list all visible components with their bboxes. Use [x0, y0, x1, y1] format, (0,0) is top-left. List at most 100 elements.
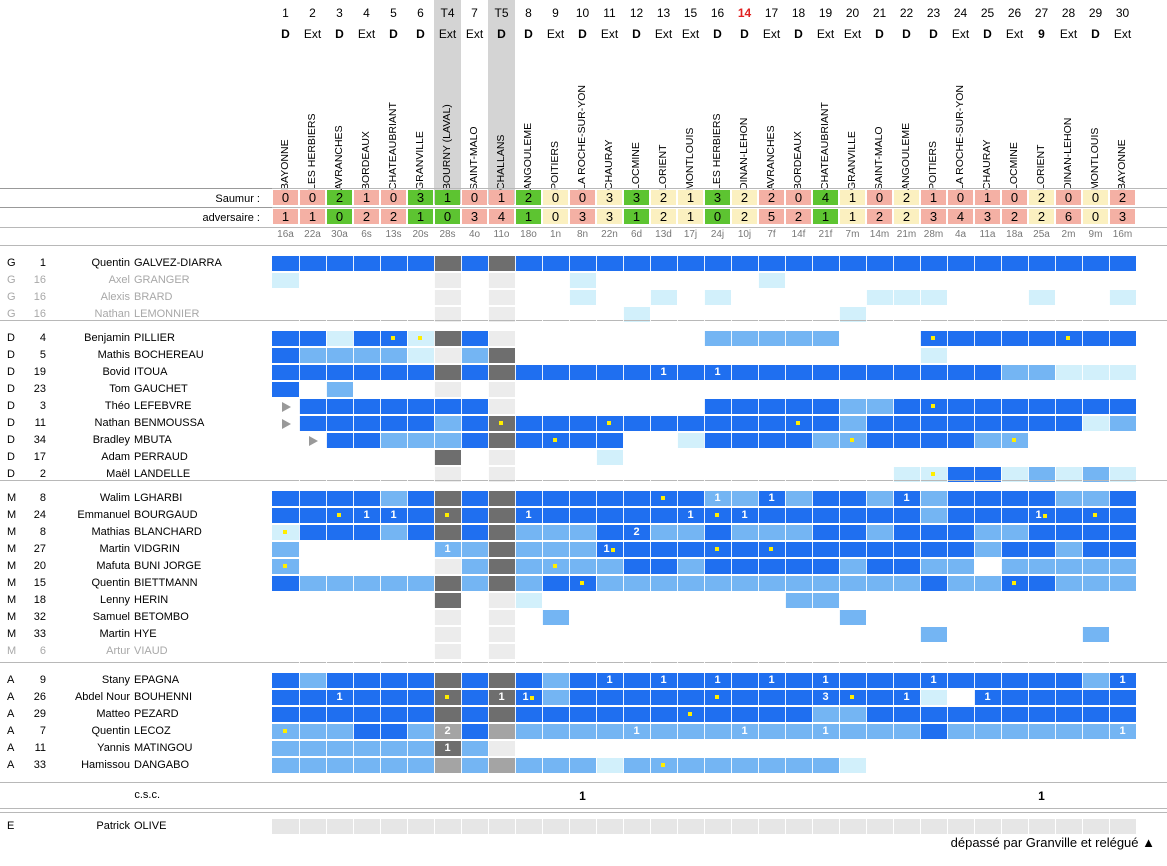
match-cell — [731, 491, 758, 506]
match-cell — [488, 690, 515, 705]
player-last-name: LGHARBI — [134, 492, 183, 504]
match-cell — [1001, 365, 1028, 380]
match-cell — [515, 673, 542, 688]
match-date: 17j — [683, 229, 698, 240]
player-last-name: BOCHEREAU — [134, 349, 204, 361]
match-cell — [299, 256, 326, 271]
match-cell — [596, 707, 623, 722]
match-cell — [1082, 559, 1109, 574]
match-cell — [1082, 576, 1109, 591]
match-cell — [758, 690, 785, 705]
match-cell — [974, 256, 1001, 271]
opponent-score: 4 — [948, 209, 973, 224]
saumur-score: 2 — [1029, 190, 1054, 205]
player-row: A 11 Yannis MATINGOU 1 — [0, 740, 1167, 757]
match-cell — [353, 256, 380, 271]
match-cell — [461, 542, 488, 557]
player-number: 15 — [33, 577, 46, 589]
match-cell — [677, 576, 704, 591]
match-cell — [299, 416, 326, 431]
match-cell — [785, 724, 812, 739]
goal-count: 2 — [444, 725, 451, 737]
round-number: 6 — [417, 6, 424, 20]
match-cell — [1109, 467, 1136, 482]
player-last-name: VIAUD — [134, 645, 168, 657]
match-cell — [1082, 542, 1109, 557]
player-position: M — [7, 628, 17, 640]
player-first-name: Samuel — [92, 611, 130, 623]
player-number: 16 — [33, 274, 46, 286]
grid-divider — [1001, 819, 1002, 834]
player-position: A — [7, 742, 15, 754]
venue-type: D — [1091, 27, 1100, 41]
match-cell — [353, 576, 380, 591]
match-date: 16a — [277, 229, 294, 240]
grid-divider — [353, 819, 354, 834]
venue-type: D — [875, 27, 884, 41]
opponent-score: 5 — [759, 209, 784, 224]
match-cell — [434, 365, 461, 380]
saumur-score: 2 — [894, 190, 919, 205]
match-cell — [812, 559, 839, 574]
match-cell — [947, 525, 974, 540]
cup-empty-cell — [434, 273, 461, 288]
divider-line — [0, 207, 1167, 208]
cup-empty-cell — [434, 290, 461, 305]
match-cell — [1055, 491, 1082, 506]
round-number: T4 — [440, 6, 455, 20]
match-cell — [272, 365, 299, 380]
match-cell — [974, 525, 1001, 540]
match-cell — [1028, 331, 1055, 346]
player-number: 33 — [33, 759, 46, 771]
player-position: M — [7, 509, 17, 521]
match-cell — [1109, 331, 1136, 346]
match-cell — [920, 256, 947, 271]
match-cell — [569, 724, 596, 739]
match-cell — [839, 758, 866, 773]
match-cell — [704, 399, 731, 414]
column-divider — [920, 255, 921, 777]
match-cell — [272, 673, 299, 688]
opponent-name: MONTLOUIS — [1089, 127, 1101, 190]
match-cell — [569, 690, 596, 705]
player-first-name: Théo — [104, 400, 130, 412]
round-number: 23 — [926, 6, 941, 20]
venue-type: Ext — [843, 27, 862, 41]
match-cell — [920, 508, 947, 523]
match-cell — [488, 256, 515, 271]
match-cell — [677, 508, 704, 523]
cup-empty-cell — [434, 382, 461, 397]
opponent-score: 2 — [381, 209, 406, 224]
match-cell — [1001, 525, 1028, 540]
opponent-name: AVRANCHES — [333, 125, 345, 190]
opponent-name: LOCMINE — [1008, 142, 1020, 190]
match-cell — [569, 707, 596, 722]
player-number: 5 — [39, 349, 46, 361]
match-cell — [920, 576, 947, 591]
player-first-name: Quentin — [91, 257, 130, 269]
match-cell — [569, 508, 596, 523]
round-number: 17 — [764, 6, 779, 20]
player-row: D 3 Théo LEFEBVRE — [0, 398, 1167, 415]
match-cell — [1109, 290, 1136, 305]
player-last-name: GAUCHET — [134, 383, 188, 395]
opponent-score: 4 — [489, 209, 514, 224]
column-divider — [542, 255, 543, 777]
match-cell — [623, 576, 650, 591]
match-cell — [569, 365, 596, 380]
cup-empty-cell — [434, 610, 461, 625]
match-cell — [866, 673, 893, 688]
match-date: 6s — [361, 229, 372, 240]
match-cell — [407, 724, 434, 739]
match-cell — [623, 724, 650, 739]
goal-count: 1 — [714, 492, 721, 504]
player-number: 1 — [39, 257, 46, 269]
match-cell — [488, 707, 515, 722]
match-cell — [596, 450, 623, 465]
match-cell — [353, 673, 380, 688]
yellow-card-icon — [611, 548, 615, 552]
match-cell — [515, 508, 542, 523]
round-number: 29 — [1088, 6, 1103, 20]
match-cell — [1055, 416, 1082, 431]
group-divider — [0, 782, 1167, 783]
